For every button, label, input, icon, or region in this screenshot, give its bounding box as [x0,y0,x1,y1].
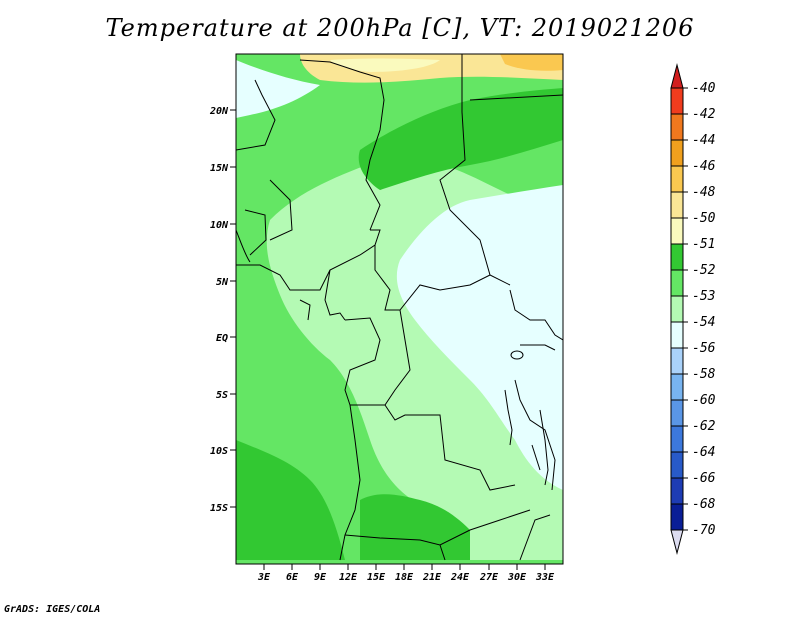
colorbar-label: -68 [692,497,716,512]
lat-label: 5S [216,390,228,401]
colorbar-box [670,139,684,167]
colorbar-box [670,269,684,297]
colorbar-label: -52 [692,263,716,278]
field-warm-core [500,54,563,71]
colorbar-top-triangle [670,63,684,89]
lon-label: 12E [339,572,358,583]
colorbar-box [670,217,684,245]
lat-label: EQ [216,333,228,344]
colorbar-label: -48 [692,185,716,200]
map-plot-area [236,54,563,564]
colorbar-label: -51 [692,237,715,252]
lon-label: 3E [257,572,271,583]
lon-label: 15E [367,572,386,583]
field-pale-yellow [330,58,440,72]
colorbar-label: -40 [692,81,716,96]
colorbar-box [670,87,684,115]
lat-label: 15S [210,503,228,514]
coastline [236,229,251,263]
colorbar-box [670,191,684,219]
colorbar-label: -42 [692,107,716,122]
lat-label: 10S [210,446,228,457]
country-borders [236,54,563,561]
lon-axis: 3E 6E 9E 12E 15E 18E 21E 24E 27E 30E 33E [257,564,555,583]
colorbar-bottom-triangle [670,529,684,555]
colorbar-box [670,477,684,505]
colorbar-box [670,451,684,479]
lon-label: 18E [395,572,414,583]
colorbar-box [670,113,684,141]
colorbar-label: -70 [692,523,716,538]
lon-label: 9E [314,572,327,583]
colorbar-box [670,347,684,375]
colorbar-label: -66 [692,471,716,486]
lon-label: 30E [507,572,527,583]
lat-label: 15N [210,163,229,174]
lon-label: 33E [535,572,555,583]
colorbar-label: -54 [692,315,715,330]
map-frame [235,53,564,565]
lon-label: 21E [422,572,442,583]
colorbar-label: -64 [692,445,715,460]
colorbar-box [670,295,684,323]
lake-outlines [504,350,549,486]
colorbar-box [670,321,684,349]
colorbar-label: -53 [692,289,715,304]
colorbar-label: -62 [692,419,716,434]
colorbar-label: -44 [692,133,715,148]
field-cold-core [396,185,563,490]
lat-label: 20N [209,106,229,117]
credit-label: GrADS: IGES/COLA [4,604,101,615]
lat-label: 5N [216,277,229,288]
colorbar-box [670,243,684,271]
colorbar-label: -46 [692,159,716,174]
colorbar-box [670,425,684,453]
colorbar-label: -60 [692,393,716,408]
colorbar-box [670,503,684,531]
field-upper-pale [236,60,320,118]
colorbar-box [670,373,684,401]
map-title: Temperature at 200hPa [C], VT: 201902120… [105,14,695,42]
colorbar-box [670,399,684,427]
lon-label: 6E [286,572,299,583]
lon-label: 24E [450,572,470,583]
field-dark-green-north [358,88,563,190]
lon-label: 27E [479,572,499,583]
colorbar-box [670,165,684,193]
colorbar: -40 -42 -44 -46 -48 -50 -51 -52 -53 -54 -56 -58 -60 -… [670,63,716,555]
lat-label: 10N [210,220,229,231]
colorbar-label: -50 [692,211,716,226]
colorbar-label: -56 [692,341,716,356]
colorbar-label: -58 [692,367,716,382]
lat-axis: 20N 15N 10N 5N EQ 5S 10S 15S [209,106,236,514]
field-dark-green-west [236,440,345,560]
